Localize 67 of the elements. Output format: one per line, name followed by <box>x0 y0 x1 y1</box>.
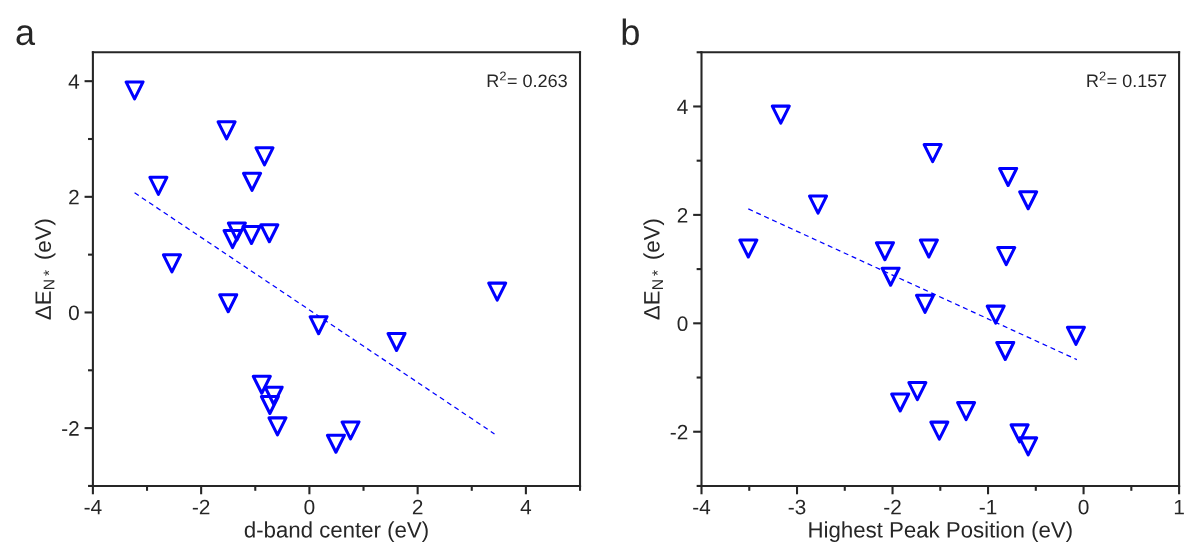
point <box>996 246 1017 267</box>
y-tick-label: 0 <box>68 305 79 321</box>
point <box>995 340 1016 361</box>
x-tick-label: 1 <box>1174 499 1184 515</box>
point <box>216 120 237 141</box>
point <box>956 401 977 422</box>
point <box>922 143 943 164</box>
point <box>487 281 508 302</box>
point <box>1065 325 1086 346</box>
point <box>308 315 329 336</box>
point <box>241 171 263 192</box>
point <box>1018 436 1039 457</box>
point <box>218 293 239 314</box>
y-tick-label: 0 <box>677 316 688 332</box>
point <box>124 80 145 101</box>
annotation: R$^{2}$= 0.263 <box>487 71 567 88</box>
point <box>1009 423 1030 444</box>
point <box>267 416 288 437</box>
y-axis-title: ΔE$_{N*}$ (eV) <box>34 219 56 320</box>
point <box>907 381 928 402</box>
x-tick-label: 0 <box>1078 499 1089 515</box>
x-tick-label: -1 <box>979 499 997 515</box>
x-tick-label: -2 <box>884 499 901 515</box>
y-tick-label: 4 <box>68 74 80 89</box>
point <box>808 194 829 215</box>
point <box>259 394 280 416</box>
annotation: R$^{2}$= 0.157 <box>1087 71 1167 88</box>
y-tick-label: -2 <box>670 424 688 440</box>
y-tick-label: -2 <box>62 421 79 436</box>
y-axis-title: ΔE$_{N*}$ (eV) <box>643 219 665 320</box>
point <box>929 420 950 441</box>
point <box>386 331 407 352</box>
point <box>890 392 911 413</box>
x-tick-label: 4 <box>520 499 532 515</box>
x-axis-title: d-band center (eV) <box>244 521 428 543</box>
point <box>325 433 346 454</box>
point <box>263 385 284 406</box>
point <box>914 293 936 314</box>
point <box>738 238 759 259</box>
y-tick-label: 4 <box>677 99 688 115</box>
point <box>1018 190 1039 211</box>
point <box>874 241 895 262</box>
x-tick-label: -4 <box>84 499 102 515</box>
point <box>254 146 275 167</box>
text: b <box>622 18 639 46</box>
x-tick-label: -2 <box>192 499 210 515</box>
point <box>880 266 901 287</box>
point <box>985 304 1006 325</box>
point <box>241 224 262 246</box>
y-tick-label: 2 <box>69 189 79 205</box>
x-tick-label: 2 <box>412 499 423 515</box>
x-tick-label: -4 <box>693 499 711 515</box>
x-tick-label: 0 <box>304 499 315 515</box>
point <box>918 238 939 259</box>
point <box>998 166 1019 187</box>
point <box>340 420 361 441</box>
point <box>770 104 791 125</box>
point <box>259 223 280 244</box>
point <box>148 175 169 196</box>
point <box>251 374 272 395</box>
point <box>226 221 247 242</box>
x-tick-label: -3 <box>788 499 806 515</box>
text: a <box>16 25 36 46</box>
y-tick-label: 2 <box>677 207 688 223</box>
point <box>222 229 243 250</box>
point <box>161 253 182 274</box>
x-axis-title: Highest Peak Position (eV) <box>809 521 1072 543</box>
